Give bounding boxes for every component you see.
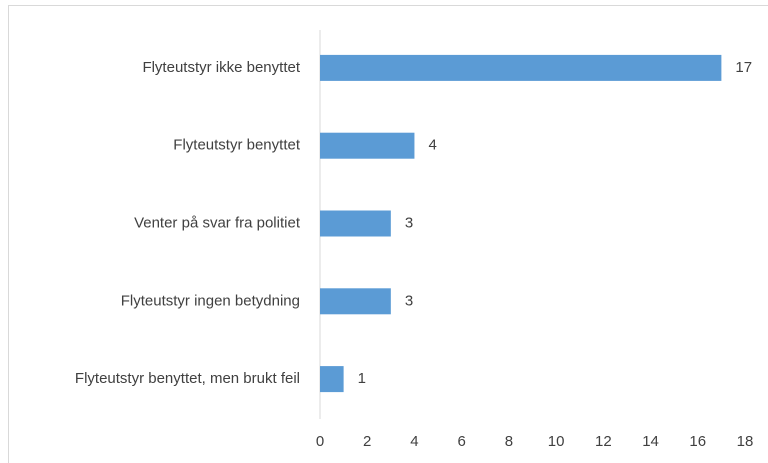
bar <box>320 288 391 315</box>
x-tick-label: 0 <box>316 433 324 450</box>
bar <box>320 366 344 393</box>
x-tick-label: 2 <box>363 433 371 450</box>
x-tick-label: 16 <box>689 433 706 450</box>
bar <box>320 132 415 159</box>
x-tick-label: 18 <box>737 433 754 450</box>
data-label: 3 <box>405 214 413 231</box>
y-tick-label: Venter på svar fra politiet <box>134 214 301 231</box>
y-tick-label: Flyteutstyr ikke benyttet <box>142 59 300 76</box>
x-tick-label: 6 <box>457 433 465 450</box>
x-tick-label: 4 <box>410 433 418 450</box>
y-tick-label: Flyteutstyr ingen betydning <box>121 292 300 309</box>
data-label: 17 <box>735 59 752 76</box>
y-tick-label: Flyteutstyr benyttet <box>173 137 301 154</box>
x-tick-label: 12 <box>595 433 612 450</box>
chart-border <box>8 5 768 463</box>
x-tick-label: 14 <box>642 433 659 450</box>
data-label: 4 <box>428 137 436 154</box>
x-tick-label: 10 <box>548 433 565 450</box>
bar <box>320 54 722 81</box>
data-label: 1 <box>358 370 366 387</box>
bar <box>320 210 391 237</box>
y-tick-label: Flyteutstyr benyttet, men brukt feil <box>75 370 300 387</box>
x-tick-label: 8 <box>505 433 513 450</box>
data-label: 3 <box>405 292 413 309</box>
